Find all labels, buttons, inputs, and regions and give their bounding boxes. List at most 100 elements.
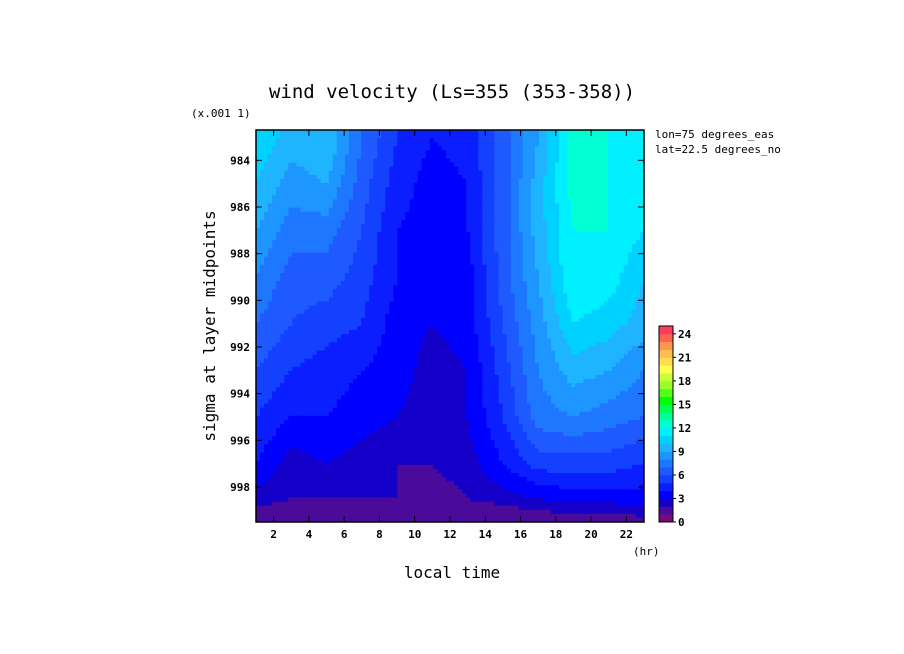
heatmap-cell [429,179,435,184]
heatmap-cell [361,219,366,225]
heatmap-cell [631,338,637,343]
heatmap-cell [272,215,277,221]
heatmap-cell [603,191,609,196]
heatmap-cell [530,309,536,315]
heatmap-cell [619,195,625,201]
heatmap-cell [276,301,281,307]
heatmap-cell [458,183,463,188]
heatmap-cell [437,146,443,152]
heatmap-cell [272,183,277,188]
heatmap-cell [308,309,314,315]
heatmap-cell [623,187,629,192]
heatmap-cell [344,179,350,184]
heatmap-cell [502,179,508,184]
heatmap-cell [547,134,552,139]
heatmap-cell [522,162,528,168]
heatmap-cell [365,297,370,303]
heatmap-cell [377,142,382,147]
heatmap-cell [284,277,289,282]
heatmap-cell [603,248,609,254]
heatmap-cell [526,305,532,311]
heatmap-cell [587,174,593,180]
heatmap-cell [361,150,366,156]
heatmap-cell [510,264,516,270]
heatmap-cell [268,248,273,254]
heatmap-cell [542,211,548,217]
heatmap-cell [538,138,544,143]
heatmap-cell [478,158,483,164]
heatmap-cell [421,313,427,319]
heatmap-cell [328,179,334,184]
heatmap-cell [304,244,310,250]
heatmap-cell [510,191,516,196]
heatmap-cell [260,146,265,152]
heatmap-cell [353,313,358,319]
heatmap-cell [320,285,326,290]
heatmap-cell [336,264,342,270]
heatmap-cell [559,240,564,245]
heatmap-cell [421,264,427,270]
heatmap-cell [526,191,532,196]
heatmap-cell [373,211,378,217]
heatmap-cell [627,248,633,254]
heatmap-cell [264,215,269,221]
heatmap-cell [276,309,281,315]
heatmap-cell [490,232,496,237]
heatmap-cell [304,158,310,164]
heatmap-cell [563,179,568,184]
heatmap-cell [365,260,370,266]
heatmap-cell [316,195,322,201]
heatmap-cell [441,179,447,184]
heatmap-cell [498,170,504,176]
heatmap-cell [615,146,621,152]
heatmap-cell [522,195,528,201]
heatmap-cell [530,187,536,192]
heatmap-cell [547,207,552,213]
heatmap-cell [506,240,512,245]
heatmap-cell [551,240,556,245]
heatmap-cell [377,264,382,270]
heatmap-cell [260,326,265,331]
heatmap-cell [522,199,528,205]
heatmap-cell [635,146,641,152]
heatmap-cell [518,191,524,196]
heatmap-cell [389,277,395,282]
heatmap-cell [619,272,625,278]
heatmap-cell [393,301,399,307]
heatmap-cell [272,334,277,339]
heatmap-cell [316,244,322,250]
heatmap-cell [551,297,556,303]
heatmap-cell [348,142,354,147]
heatmap-cell [292,179,298,184]
heatmap-cell [498,228,504,233]
heatmap-cell [474,150,479,156]
heatmap-cell [567,317,572,323]
heatmap-cell [603,170,609,176]
heatmap-cell [474,268,479,274]
heatmap-cell [417,203,423,209]
heatmap-cell [425,187,431,192]
heatmap-cell [623,260,629,266]
heatmap-cell [381,154,386,160]
heatmap-cell [365,207,370,213]
heatmap-cell [474,170,479,176]
heatmap-cell [627,187,633,192]
heatmap-cell [324,134,330,139]
heatmap-cell [526,203,532,209]
heatmap-cell [429,244,435,250]
heatmap-cell [571,260,576,266]
heatmap-cell [454,334,459,339]
heatmap-cell [607,260,613,266]
heatmap-cell [510,285,516,290]
heatmap-cell [542,138,548,143]
heatmap-cell [478,289,483,294]
heatmap-cell [429,158,435,164]
heatmap-cell [631,272,637,278]
heatmap-cell [373,232,378,237]
heatmap-cell [405,281,411,286]
heatmap-cell [381,187,386,192]
heatmap-cell [627,305,633,311]
heatmap-cell [591,179,597,184]
heatmap-cell [514,236,520,241]
heatmap-cell [575,309,580,315]
